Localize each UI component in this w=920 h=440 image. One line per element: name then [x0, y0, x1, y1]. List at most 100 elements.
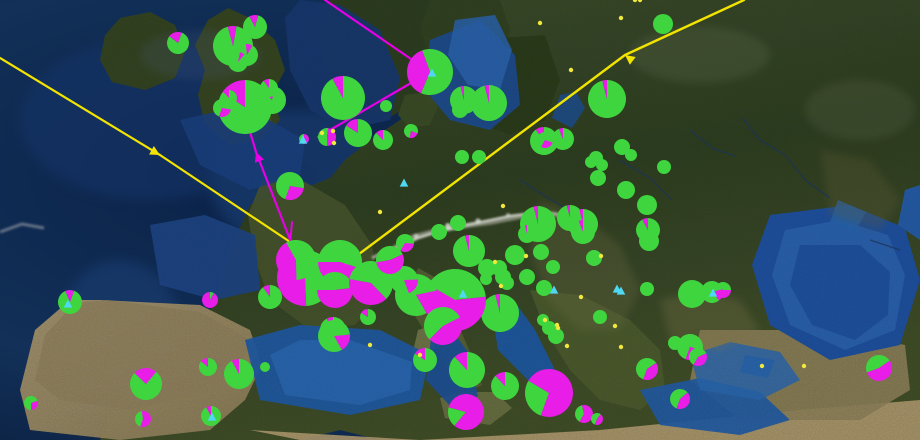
dot-marker[interactable] — [801, 363, 807, 369]
dot-marker[interactable] — [330, 128, 336, 134]
cyan-triangle-markers-layer[interactable] — [63, 68, 718, 421]
pie-marker[interactable] — [689, 347, 707, 366]
pie-marker[interactable] — [130, 368, 163, 400]
pie-marker[interactable] — [637, 195, 657, 215]
pie-marker[interactable] — [258, 285, 283, 310]
pie-marker[interactable] — [58, 290, 83, 315]
pie-marker[interactable] — [635, 218, 660, 242]
small-dot-markers-layer[interactable] — [319, 0, 807, 369]
pie-marker[interactable] — [505, 245, 525, 265]
pie-marker[interactable] — [657, 160, 671, 174]
pie-marker[interactable] — [321, 76, 366, 121]
pie-marker[interactable] — [570, 220, 595, 245]
pie-marker[interactable] — [167, 32, 189, 54]
pie-marker[interactable] — [678, 280, 706, 308]
pie-marker[interactable] — [575, 405, 593, 423]
pie-marker[interactable] — [590, 413, 603, 425]
cyan-triangle-marker[interactable] — [549, 285, 559, 294]
pie-marker[interactable] — [227, 51, 248, 73]
cyan-triangle-marker[interactable] — [458, 289, 468, 298]
pie-marker[interactable] — [585, 156, 597, 168]
pie-marker[interactable] — [276, 240, 317, 280]
dot-marker[interactable] — [618, 15, 624, 21]
dot-marker[interactable] — [632, 0, 638, 3]
pie-marker[interactable] — [588, 80, 626, 119]
pie-marker[interactable] — [431, 224, 447, 240]
pie-marker[interactable] — [449, 352, 485, 388]
pie-marker[interactable] — [317, 320, 350, 352]
dot-marker[interactable] — [555, 325, 561, 331]
dot-marker[interactable] — [492, 259, 498, 265]
pie-marker[interactable] — [670, 389, 690, 409]
pie-marker[interactable] — [596, 159, 608, 171]
pie-marker[interactable] — [317, 271, 353, 308]
pie-marker[interactable] — [276, 172, 304, 201]
pie-marker[interactable] — [360, 309, 377, 326]
dot-marker[interactable] — [498, 283, 504, 289]
pie-marker[interactable] — [500, 276, 514, 290]
pie-marker[interactable] — [593, 310, 607, 324]
dot-marker[interactable] — [537, 20, 543, 26]
pie-marker[interactable] — [536, 280, 552, 296]
pie-marker[interactable] — [525, 369, 573, 417]
pie-marker[interactable] — [552, 128, 574, 150]
pie-marker[interactable] — [586, 250, 602, 266]
dot-marker[interactable] — [367, 342, 373, 348]
pie-marker[interactable] — [653, 14, 673, 34]
pie-marker[interactable] — [533, 244, 549, 260]
pie-marker[interactable] — [614, 139, 630, 155]
pie-marker[interactable] — [480, 273, 492, 285]
pie-marker[interactable] — [471, 85, 508, 121]
pie-marker[interactable] — [396, 234, 414, 253]
pie-marker[interactable] — [260, 79, 278, 97]
pie-marker[interactable] — [224, 359, 255, 390]
pie-marker[interactable] — [450, 86, 479, 114]
pie-marker[interactable] — [590, 170, 606, 186]
cyan-triangle-marker[interactable] — [399, 178, 409, 187]
dot-marker[interactable] — [331, 140, 337, 146]
pie-marker[interactable] — [518, 225, 536, 243]
pie-marker[interactable] — [202, 292, 219, 308]
pie-marker[interactable] — [546, 260, 560, 274]
dot-marker[interactable] — [618, 344, 624, 350]
pie-marker[interactable] — [424, 307, 463, 346]
pie-marker[interactable] — [617, 181, 635, 199]
pie-marker[interactable] — [472, 150, 486, 164]
pie-marker[interactable] — [260, 362, 270, 372]
dot-marker[interactable] — [598, 253, 604, 259]
pie-marker[interactable] — [199, 358, 218, 376]
dot-marker[interactable] — [542, 317, 548, 323]
dot-marker[interactable] — [417, 352, 423, 358]
pie-marker[interactable] — [453, 235, 485, 267]
pie-marker[interactable] — [635, 357, 658, 380]
pie-marker[interactable] — [220, 90, 237, 107]
cyan-triangle-marker[interactable] — [427, 68, 437, 77]
dot-marker[interactable] — [564, 343, 570, 349]
pie-markers-layer[interactable] — [24, 14, 892, 430]
dot-marker[interactable] — [500, 203, 506, 209]
pie-marker[interactable] — [519, 269, 535, 285]
dot-marker[interactable] — [637, 0, 643, 3]
cyan-triangle-marker[interactable] — [207, 412, 217, 421]
pie-marker[interactable] — [373, 130, 393, 150]
dot-marker[interactable] — [759, 363, 765, 369]
dot-marker[interactable] — [377, 209, 383, 215]
cyan-triangle-marker[interactable] — [298, 135, 308, 144]
pie-marker[interactable] — [866, 354, 892, 381]
dot-marker[interactable] — [578, 294, 584, 300]
dot-marker[interactable] — [523, 253, 529, 259]
pie-marker[interactable] — [478, 259, 496, 277]
pie-marker[interactable] — [625, 149, 637, 161]
pie-marker[interactable] — [390, 265, 419, 294]
pie-marker[interactable] — [536, 132, 553, 148]
pie-marker[interactable] — [455, 150, 469, 164]
pie-marker[interactable] — [243, 15, 268, 39]
pie-marker[interactable] — [640, 282, 654, 296]
dot-marker[interactable] — [319, 130, 325, 136]
cyan-triangle-marker[interactable] — [612, 284, 622, 293]
dot-marker[interactable] — [568, 67, 574, 73]
pie-marker[interactable] — [447, 394, 484, 430]
pie-marker[interactable] — [24, 395, 38, 410]
